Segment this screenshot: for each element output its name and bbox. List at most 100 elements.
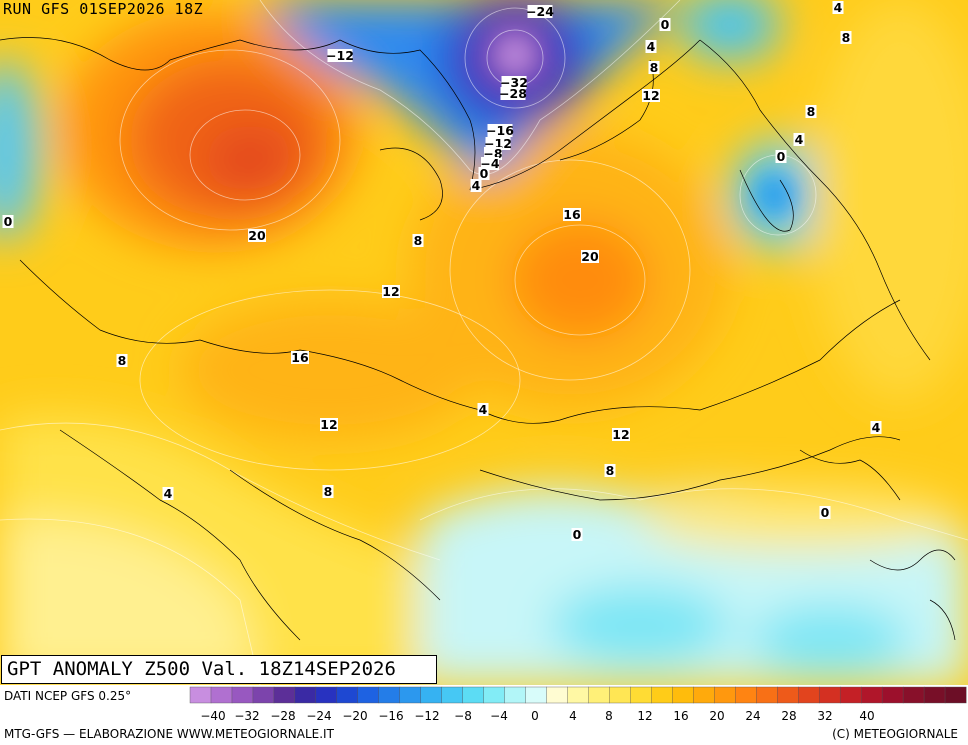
contour-label: −28 [499,86,527,101]
contour-label: 8 [650,60,659,75]
contour-label-bg [487,124,513,137]
legend-tick-label: 8 [605,709,613,723]
legend-swatch [210,686,233,704]
contour-label-bg [840,31,852,44]
contour-label-bg [793,133,805,146]
contour-label: 12 [320,417,337,432]
legend-tick-label: 40 [859,709,874,723]
contour-label-bg [870,421,882,434]
legend-tick-label: 16 [673,709,688,723]
contour-label: 20 [581,249,599,264]
contour-label-bg [477,403,489,416]
contour-label: 16 [291,350,309,365]
legend-swatch [881,686,904,704]
contour-label-bg [322,485,334,498]
contour-label-bg [248,229,266,242]
contour-label: −16 [486,123,514,138]
legend-swatch [525,686,548,704]
legend-swatch [357,686,380,704]
legend-tick-label: −24 [306,709,331,723]
contour-label-bg [604,464,616,477]
contour-label: 12 [382,284,399,299]
legend-swatch [798,686,820,704]
legend-swatch [714,686,736,704]
legend-tick-label: 24 [745,709,760,723]
contour-label: 0 [661,17,670,32]
legend-tick-label: 12 [637,709,652,723]
legend-swatch [399,686,422,704]
contour-label: 0 [480,166,489,181]
legend-swatch [923,686,946,704]
legend-swatch [231,686,254,704]
legend-swatch [441,686,464,704]
legend-swatch [420,686,443,704]
contour-label-bg [501,76,527,89]
legend-swatch [777,686,799,704]
contour-label: −12 [326,48,354,63]
coastline-outlines [0,37,956,641]
contour-label-bg [775,150,787,163]
contour-label: 4 [472,178,481,193]
contour-label: 4 [647,39,656,54]
contour-label: 12 [642,88,659,103]
legend-tick-label: 0 [531,709,539,723]
legend-swatch [651,686,673,704]
contour-label: 20 [248,228,266,243]
contour-label-bg [382,285,400,298]
contour-label: 8 [606,463,615,478]
legend-tick-label: −12 [414,709,439,723]
contour-label-bg [500,87,526,100]
run-label: RUN GFS 01SEP2026 18Z [3,0,204,18]
legend-swatch [504,686,527,704]
contour-label: −24 [526,4,554,19]
legend-tick-label: 32 [817,709,832,723]
legend-swatch [567,686,589,704]
contour-label-bg [327,49,353,62]
legend-tick-label: 20 [709,709,724,723]
contour-label-bg [481,157,499,170]
legend-swatch [630,686,652,704]
contour-label: 8 [842,30,851,45]
contour-label-bg [659,18,671,31]
contour-label-bg [832,1,844,14]
legend-swatch [839,686,862,704]
legend-swatch [336,686,359,704]
legend-tick-label: −8 [454,709,472,723]
contour-label: 8 [807,104,816,119]
map-title: GPT ANOMALY Z500 Val. 18Z14SEP2026 [7,658,396,680]
contour-label-bg [645,40,657,53]
legend-swatch [273,686,296,704]
contour-label-bg [162,487,174,500]
legend-swatch [756,686,778,704]
contour-label-bg [527,5,553,18]
legend-swatch [189,686,212,704]
title-box: GPT ANOMALY Z500 Val. 18Z14SEP2026 [1,655,437,684]
contour-label-bg [291,351,309,364]
footer-copyright: (C) METEOGIORNALE [832,727,958,741]
legend-tick-label: −4 [490,709,508,723]
legend-swatch [735,686,757,704]
legend-swatch [672,686,694,704]
contour-label: 12 [612,427,629,442]
contour-label-bg [2,215,14,228]
contour-label-bg [116,354,128,367]
legend-tick-label: −16 [378,709,403,723]
contour-label-bg [571,528,583,541]
contour-label-bg [648,61,660,74]
contour-label: 8 [414,233,423,248]
legend-swatch [252,686,275,704]
contour-label: 4 [479,402,488,417]
contour-label-bg [478,167,490,180]
contour-label: 16 [563,207,581,222]
contour-label-bg [642,89,660,102]
legend-swatch [860,686,883,704]
contour-label: 4 [164,486,173,501]
contour-label: 0 [4,214,13,229]
legend-swatch [378,686,401,704]
contour-label-bg [805,105,817,118]
contour-label-bg [484,147,502,160]
contour-label-bg [612,428,630,441]
footer-credit: MTG-GFS — ELABORAZIONE WWW.METEOGIORNALE… [4,727,334,741]
